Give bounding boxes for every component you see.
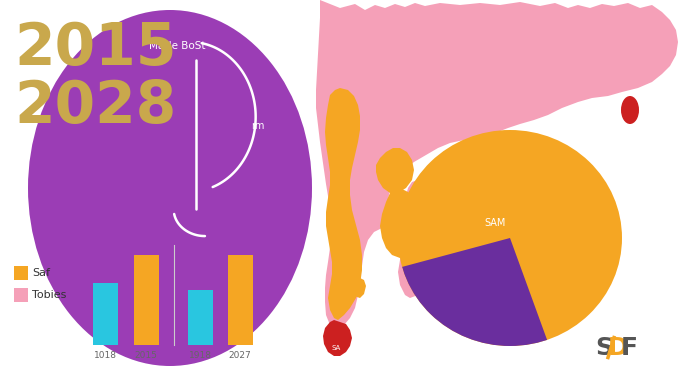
- Text: 2015: 2015: [14, 20, 177, 77]
- Polygon shape: [376, 148, 414, 193]
- Text: Tobies: Tobies: [32, 290, 67, 300]
- Text: S: S: [595, 336, 613, 359]
- Text: rm: rm: [251, 121, 265, 131]
- Text: 1918: 1918: [188, 351, 211, 360]
- Text: D: D: [608, 336, 628, 359]
- Ellipse shape: [28, 10, 312, 366]
- Text: 1018: 1018: [94, 351, 116, 360]
- Wedge shape: [402, 238, 548, 350]
- Text: SAM: SAM: [484, 218, 506, 228]
- Polygon shape: [325, 88, 362, 320]
- Polygon shape: [380, 185, 422, 258]
- Text: Saf: Saf: [32, 268, 50, 278]
- Ellipse shape: [398, 130, 622, 346]
- Bar: [92, 283, 118, 345]
- Text: SA: SA: [331, 345, 341, 351]
- Text: 2015: 2015: [135, 351, 158, 360]
- Polygon shape: [489, 180, 542, 232]
- Text: 2028: 2028: [14, 78, 176, 135]
- Bar: [14, 266, 28, 280]
- Text: 2027: 2027: [228, 351, 252, 360]
- Ellipse shape: [621, 96, 639, 124]
- Polygon shape: [350, 278, 366, 298]
- Bar: [228, 255, 252, 345]
- Polygon shape: [316, 0, 678, 328]
- Bar: [133, 255, 158, 345]
- Text: F: F: [621, 336, 638, 359]
- Text: Marle BoSt: Marle BoSt: [149, 41, 205, 51]
- Polygon shape: [323, 320, 352, 356]
- Bar: [188, 290, 212, 345]
- Bar: [14, 288, 28, 302]
